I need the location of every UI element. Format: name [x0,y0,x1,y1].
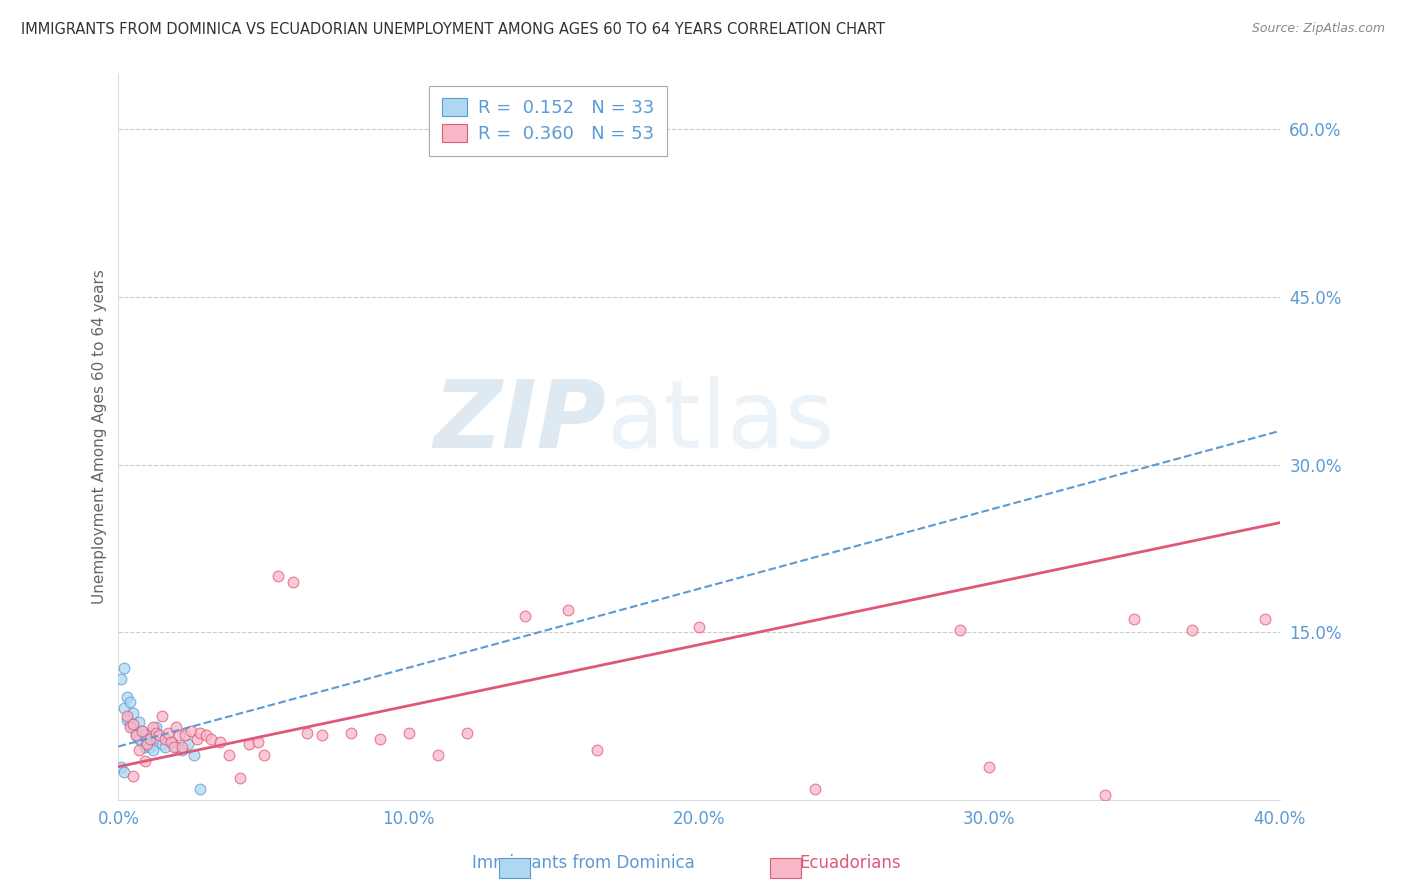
Point [949,623,972,637]
Point [148,731,170,746]
Point [339,726,361,740]
Point [142,721,165,735]
Point [115,713,138,727]
Point [1123,612,1146,626]
Point [122,721,145,735]
Point [112,701,135,715]
Point [136,737,159,751]
Point [131,723,153,738]
Point [218,748,240,763]
Point [112,661,135,675]
Point [136,737,159,751]
Point [295,726,318,740]
Point [557,603,579,617]
Point [172,739,194,754]
Point [188,726,211,740]
Point [1181,623,1204,637]
Point [194,728,217,742]
Text: Source: ZipAtlas.com: Source: ZipAtlas.com [1251,22,1385,36]
Point [125,728,148,742]
Point [131,723,153,738]
Point [252,748,274,763]
Point [1254,612,1277,626]
Point [128,714,150,729]
Point [122,706,145,720]
Point [804,782,827,797]
Point [267,569,290,583]
Text: Ecuadorians: Ecuadorians [800,855,901,872]
Text: Immigrants from Dominica: Immigrants from Dominica [472,855,695,872]
Point [979,759,1001,773]
Point [153,731,176,746]
Point [110,759,132,773]
Point [150,709,173,723]
Point [128,731,150,746]
Point [153,739,176,754]
Point [112,765,135,780]
Text: IMMIGRANTS FROM DOMINICA VS ECUADORIAN UNEMPLOYMENT AMONG AGES 60 TO 64 YEARS CO: IMMIGRANTS FROM DOMINICA VS ECUADORIAN U… [21,22,886,37]
Point [134,754,156,768]
Point [131,735,153,749]
Point [398,726,420,740]
Point [156,726,179,740]
Point [174,728,197,742]
Y-axis label: Unemployment Among Ages 60 to 64 years: Unemployment Among Ages 60 to 64 years [93,269,107,604]
Legend: R =  0.152   N = 33, R =  0.360   N = 53: R = 0.152 N = 33, R = 0.360 N = 53 [429,86,666,156]
Point [311,728,333,742]
Point [188,782,211,797]
Point [186,731,208,746]
Point [134,739,156,754]
Point [136,731,159,746]
Point [118,721,141,735]
Point [586,743,609,757]
Point [513,608,536,623]
Text: atlas: atlas [606,376,834,468]
Point [1094,788,1116,802]
Point [122,717,145,731]
Point [209,735,232,749]
Point [139,731,162,746]
Point [281,575,304,590]
Point [125,728,148,742]
Point [115,709,138,723]
Point [159,735,181,749]
Point [159,735,181,749]
Point [238,737,260,751]
Point [145,721,167,735]
Point [368,731,391,746]
Point [148,728,170,742]
Point [128,743,150,757]
Point [229,771,252,785]
Point [166,739,188,754]
Point [246,735,269,749]
Point [142,743,165,757]
Point [125,723,148,738]
Point [456,726,478,740]
Point [166,721,188,735]
Point [180,723,202,738]
Point [122,769,145,783]
Point [150,737,173,751]
Point [172,743,194,757]
Point [118,717,141,731]
Point [134,728,156,742]
Point [162,739,184,754]
Point [177,737,200,751]
Point [426,748,449,763]
Point [110,673,132,687]
Text: ZIP: ZIP [433,376,606,468]
Point [169,728,191,742]
Point [115,690,138,705]
Point [183,748,205,763]
Point [200,731,222,746]
Point [118,695,141,709]
Point [688,620,710,634]
Point [145,726,167,740]
Point [139,739,162,754]
